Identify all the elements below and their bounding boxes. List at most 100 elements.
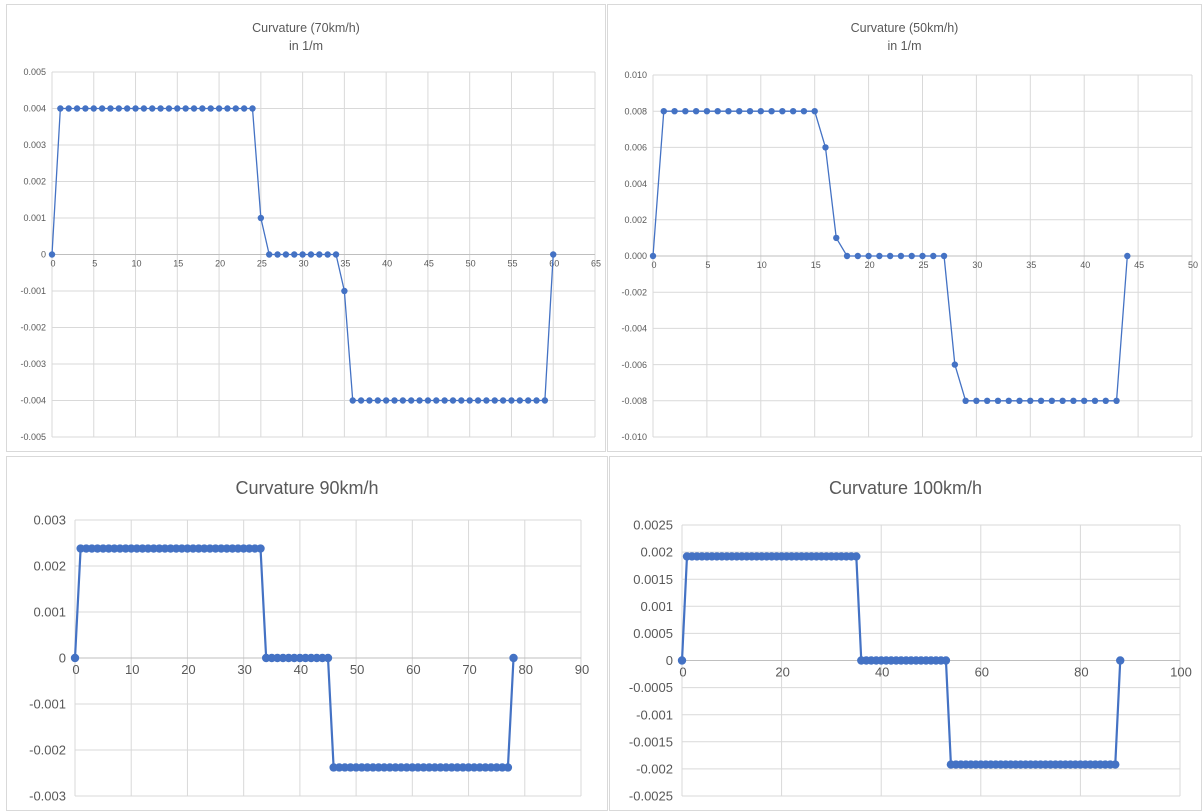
data-point xyxy=(266,251,273,258)
chart-subtitle-text: in 1/m xyxy=(288,39,324,53)
data-point xyxy=(140,105,148,112)
data-point xyxy=(366,397,373,404)
x-tick-label: 25 xyxy=(918,260,928,270)
y-tick-label: -0.008 xyxy=(621,396,647,406)
data-point xyxy=(897,252,905,260)
x-tick-label: 25 xyxy=(257,259,267,269)
chart-plot-area: -0.0025 -0.002 -0.0015 -0.001 -0.0005 0 0.0005… xyxy=(629,518,1192,804)
data-point xyxy=(382,397,390,404)
x-tick-label: 50 xyxy=(466,259,476,269)
chart-title: Curvature (50km/h) in 1/m xyxy=(608,19,1201,55)
x-tick-label: 5 xyxy=(92,259,97,269)
data-point xyxy=(524,397,532,404)
y-tick-label: -0.001 xyxy=(636,707,673,722)
data-point xyxy=(70,653,80,663)
data-point xyxy=(1081,397,1088,404)
data-point xyxy=(123,105,131,112)
data-point xyxy=(341,287,348,295)
y-tick-label: 0.002 xyxy=(23,177,46,187)
x-tick-label: 60 xyxy=(975,665,989,680)
chart-panel-50kmh: Curvature (50km/h) in 1/m -0.010 -0.008 -0… xyxy=(607,4,1202,452)
x-tick-label: 40 xyxy=(382,259,392,269)
data-point xyxy=(466,397,473,404)
data-point xyxy=(323,653,333,663)
data-point xyxy=(57,105,64,112)
data-point xyxy=(157,105,164,112)
data-point xyxy=(149,105,156,112)
y-tick-label: 0.0025 xyxy=(633,518,673,533)
chart-panel-90kmh: Curvature 90km/h -0.003 -0.002 -0.001 0 0.00… xyxy=(6,456,608,811)
data-point xyxy=(779,108,786,115)
data-point xyxy=(1016,397,1023,404)
data-point xyxy=(919,252,926,260)
data-point xyxy=(1027,397,1034,404)
x-tick-label: 15 xyxy=(811,260,821,270)
x-tick-label: 35 xyxy=(340,259,350,269)
data-point xyxy=(215,105,223,112)
y-tick-label: -0.004 xyxy=(621,324,647,334)
y-tick-label: 0.008 xyxy=(624,106,647,116)
data-point xyxy=(199,105,206,112)
data-point xyxy=(854,252,862,260)
data-point xyxy=(509,653,518,663)
data-point xyxy=(324,251,331,258)
data-point xyxy=(983,397,991,404)
chart-plot-area: -0.003 -0.002 -0.001 0 0.001 0.002 0.003 0 10 20 3… xyxy=(29,513,589,804)
x-tick-label: 35 xyxy=(1026,260,1036,270)
x-tick-label: 10 xyxy=(757,260,767,270)
x-tick-label: 50 xyxy=(350,662,364,677)
y-tick-label: -0.0025 xyxy=(629,789,673,804)
y-tick-label: 0.003 xyxy=(23,140,46,150)
data-point xyxy=(994,397,1002,404)
data-point xyxy=(746,108,754,115)
x-tick-label: 30 xyxy=(972,260,982,270)
x-tick-label: 90 xyxy=(575,662,589,677)
data-point xyxy=(736,108,743,115)
y-tick-label: -0.004 xyxy=(20,396,46,406)
data-point xyxy=(865,252,872,260)
y-tick-label: -0.010 xyxy=(621,432,647,442)
data-point xyxy=(165,105,173,112)
data-point xyxy=(257,214,265,222)
y-tick-label: 0.004 xyxy=(624,179,647,189)
y-tick-label: -0.003 xyxy=(29,789,66,804)
data-point xyxy=(483,397,490,404)
data-point xyxy=(789,108,797,115)
y-tick-label: 0 xyxy=(666,653,673,668)
data-point xyxy=(424,397,432,404)
data-point xyxy=(1111,760,1120,769)
y-tick-label: 0.003 xyxy=(33,513,66,528)
chart-title: Curvature 100km/h xyxy=(610,477,1201,499)
x-tick-label: 10 xyxy=(125,662,139,677)
data-point xyxy=(458,397,465,404)
y-tick-label: 0.001 xyxy=(33,605,66,620)
x-tick-label: 40 xyxy=(294,662,308,677)
data-point xyxy=(550,251,557,258)
data-point xyxy=(541,397,549,404)
x-tick-label: 45 xyxy=(1134,260,1144,270)
data-point xyxy=(833,234,840,242)
chart-title-text: Curvature 90km/h xyxy=(235,478,379,498)
data-point xyxy=(714,108,721,115)
y-tick-label: -0.005 xyxy=(20,432,46,442)
x-tick-label: 60 xyxy=(549,259,559,269)
x-tick-label: 20 xyxy=(775,665,789,680)
data-point xyxy=(441,397,448,404)
data-point xyxy=(48,251,56,258)
y-tick-label: -0.002 xyxy=(20,323,46,333)
data-point xyxy=(1116,656,1125,665)
data-point xyxy=(1124,252,1131,260)
data-point xyxy=(757,108,764,115)
y-tick-label: 0.002 xyxy=(640,545,673,560)
data-point xyxy=(822,144,829,151)
chart-title: Curvature 90km/h xyxy=(7,477,607,499)
data-point xyxy=(232,105,239,112)
data-point xyxy=(433,397,440,404)
data-point xyxy=(82,105,89,112)
x-tick-label: 40 xyxy=(1080,260,1090,270)
data-point xyxy=(391,397,398,404)
data-point xyxy=(73,105,81,112)
data-point xyxy=(1059,397,1066,404)
y-tick-label: 0.005 xyxy=(23,67,46,77)
chart-title: Curvature (70km/h) in 1/m xyxy=(7,19,605,55)
